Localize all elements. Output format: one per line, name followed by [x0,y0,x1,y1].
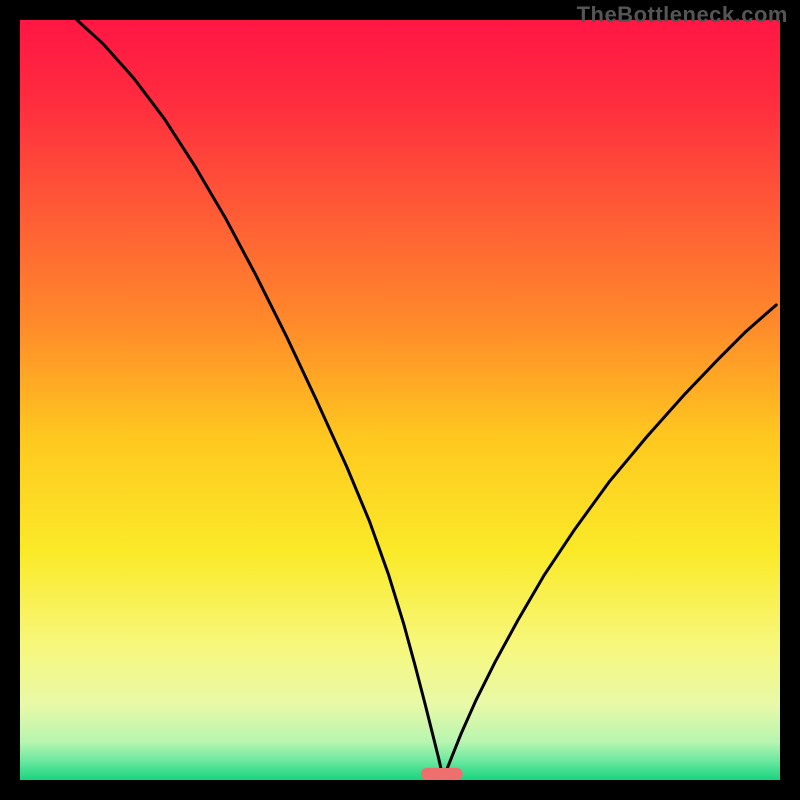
optimum-marker [421,768,463,780]
gradient-background [20,20,780,780]
chart-svg [0,0,800,800]
chart-root: TheBottleneck.com [0,0,800,800]
